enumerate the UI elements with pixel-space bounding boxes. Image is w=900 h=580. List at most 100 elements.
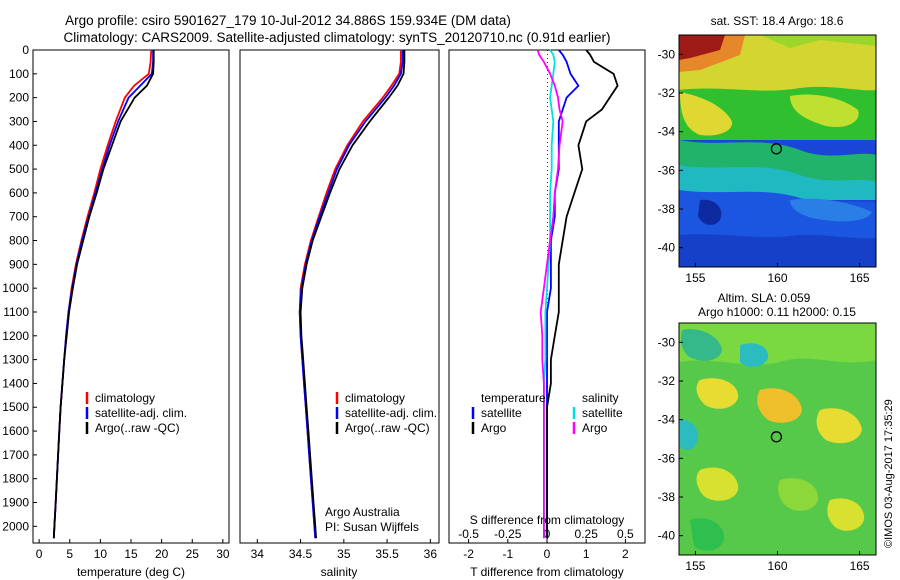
legend-s-satellite-label: satellite bbox=[582, 406, 623, 420]
legend-argo-label: Argo(..raw -QC) bbox=[345, 421, 430, 435]
y-tick-label: 1600 bbox=[2, 424, 29, 438]
annotation-pi: PI: Susan Wijffels bbox=[325, 520, 419, 534]
legend-satellite-label: satellite-adj. clim. bbox=[95, 406, 187, 420]
salinity-xlabel: salinity bbox=[321, 565, 358, 579]
s-tick-label: 0.5 bbox=[617, 527, 634, 541]
legend-climatology-label: climatology bbox=[345, 391, 405, 405]
legend-t-argo-label: Argo bbox=[481, 421, 507, 435]
sst-heatmap bbox=[679, 35, 876, 267]
legend-climatology-label: climatology bbox=[95, 391, 155, 405]
y-tick-label: 800 bbox=[9, 234, 29, 248]
salinity-series bbox=[298, 50, 406, 539]
s-tick-label: -0.5 bbox=[458, 527, 479, 541]
y-tick-label: 1900 bbox=[2, 496, 29, 510]
temperature-panel: 0100200300400500600700800900100011001200… bbox=[2, 43, 230, 579]
imos-credit: ©IMOS 03-Aug-2017 17:35:29 bbox=[883, 399, 895, 548]
difference-series bbox=[536, 49, 619, 539]
figure-title-line1: Argo profile: csiro 5901627_179 10-Jul-2… bbox=[65, 13, 511, 28]
x-tick-label: 0 bbox=[544, 547, 551, 561]
map-y-tick-label: -40 bbox=[658, 241, 676, 255]
map-y-tick-label: -30 bbox=[658, 47, 676, 61]
sst-map-axis-ticks: 155 160 165 -30 -32 -34 -36 -38 -40 bbox=[658, 47, 870, 285]
map-x-tick-label: 155 bbox=[685, 559, 705, 573]
temperature-x-axis: 0 5 10 15 20 25 30 bbox=[36, 539, 230, 561]
map-x-tick-label: 165 bbox=[850, 559, 870, 573]
x-tick-label: 15 bbox=[124, 547, 138, 561]
x-tick-label: 5 bbox=[66, 547, 73, 561]
map-y-tick-label: -38 bbox=[658, 202, 676, 216]
legend-temperature-title: temperature bbox=[481, 391, 546, 405]
y-tick-label: 500 bbox=[9, 162, 29, 176]
salinity-panel: 34 34.5 35 35.5 36 salinity climatology sate… bbox=[239, 49, 440, 579]
y-tick-label: 1000 bbox=[2, 281, 29, 295]
x-tick-label: 10 bbox=[94, 547, 108, 561]
sst-map-panel: sat. SST: 18.4 Argo: 18.6 155 160 165 -30 -3… bbox=[658, 14, 877, 285]
sla-heatmap bbox=[679, 323, 876, 555]
map-y-tick-label: -32 bbox=[658, 86, 676, 100]
difference-line-1 bbox=[546, 49, 619, 539]
temperature-legend: climatology satellite-adj. clim. Argo(..… bbox=[85, 391, 187, 435]
map-x-tick-label: 160 bbox=[767, 271, 787, 285]
x-tick-label: 35.5 bbox=[375, 547, 399, 561]
x-tick-label: 35 bbox=[337, 547, 351, 561]
legend-argo-label: Argo(..raw -QC) bbox=[95, 421, 180, 435]
x-tick-label: 2 bbox=[622, 547, 629, 561]
difference-line-3 bbox=[536, 49, 564, 539]
map-x-tick-label: 160 bbox=[767, 559, 787, 573]
map-y-tick-label: -34 bbox=[658, 413, 676, 427]
y-tick-label: 0 bbox=[22, 43, 29, 57]
x-tick-label: 0 bbox=[36, 547, 43, 561]
y-tick-label: 400 bbox=[9, 138, 29, 152]
x-tick-label: -2 bbox=[463, 547, 474, 561]
y-tick-label: 1100 bbox=[3, 305, 29, 319]
difference-panel: -2 -1 0 1 2-0.5 -0.25 0 0.25 0.5 S difference fr… bbox=[448, 49, 646, 579]
salinity-x-axis: 34 34.5 35 35.5 36 bbox=[251, 539, 438, 561]
temperature-line-2 bbox=[52, 50, 155, 539]
y-tick-label: 900 bbox=[9, 257, 29, 271]
sla-map-subtitle: Argo h1000: 0.11 h2000: 0.15 bbox=[698, 305, 856, 319]
t-diff-xlabel: T difference from climatology bbox=[470, 565, 624, 579]
y-tick-label: 1800 bbox=[2, 472, 29, 486]
salinity-line-2 bbox=[299, 50, 406, 539]
map-x-tick-label: 155 bbox=[685, 271, 705, 285]
map-y-tick-label: -34 bbox=[658, 125, 676, 139]
sla-map-axis-ticks: 155 160 165 -30 -32 -34 -36 -38 -40 bbox=[658, 335, 870, 573]
x-tick-label: 1 bbox=[583, 547, 590, 561]
map-y-tick-label: -40 bbox=[658, 529, 676, 543]
map-y-tick-label: -38 bbox=[658, 490, 676, 504]
legend-t-satellite-label: satellite bbox=[481, 406, 522, 420]
x-tick-label: 36 bbox=[424, 547, 438, 561]
difference-legend: temperature satellite Argo salinity sate… bbox=[471, 391, 623, 435]
map-x-tick-label: 165 bbox=[850, 271, 870, 285]
sla-argo-marker bbox=[770, 431, 783, 443]
y-tick-label: 600 bbox=[9, 186, 29, 200]
s-tick-label: 0.25 bbox=[575, 527, 599, 541]
map-y-tick-label: -30 bbox=[658, 335, 676, 349]
difference-x-axis: -2 -1 0 1 2-0.5 -0.25 0 0.25 0.5 bbox=[458, 527, 634, 561]
map-y-tick-label: -36 bbox=[658, 451, 676, 465]
y-tick-label: 1300 bbox=[2, 353, 29, 367]
figure-title-line2: Climatology: CARS2009. Satellite-adjuste… bbox=[63, 30, 610, 45]
x-tick-label: 25 bbox=[186, 547, 200, 561]
map-y-tick-label: -32 bbox=[658, 374, 676, 388]
y-tick-label: 100 bbox=[9, 67, 29, 81]
temperature-series bbox=[52, 49, 155, 539]
sla-map-panel: Altim. SLA: 0.059 Argo h1000: 0.11 h2000… bbox=[658, 291, 877, 573]
y-tick-label: 1700 bbox=[2, 448, 29, 462]
y-tick-label: 1400 bbox=[2, 376, 29, 390]
salinity-legend: climatology satellite-adj. clim. Argo(..… bbox=[335, 391, 437, 435]
temperature-axes bbox=[32, 49, 230, 544]
y-tick-label: 2000 bbox=[2, 519, 29, 533]
salinity-axes bbox=[239, 49, 440, 544]
legend-satellite-label: satellite-adj. clim. bbox=[345, 406, 437, 420]
legend-salinity-title: salinity bbox=[582, 391, 619, 405]
map-y-tick-label: -36 bbox=[658, 163, 676, 177]
sst-map-title: sat. SST: 18.4 Argo: 18.6 bbox=[711, 14, 844, 28]
depth-axis: 0 100 200 300 400 500 600 700 800 900 1000 1100 1200… bbox=[2, 43, 37, 533]
y-tick-label: 700 bbox=[9, 210, 29, 224]
y-tick-label: 1500 bbox=[2, 400, 29, 414]
y-tick-label: 1200 bbox=[2, 329, 29, 343]
temperature-xlabel: temperature (deg C) bbox=[77, 565, 185, 579]
x-tick-label: 34.5 bbox=[289, 547, 313, 561]
